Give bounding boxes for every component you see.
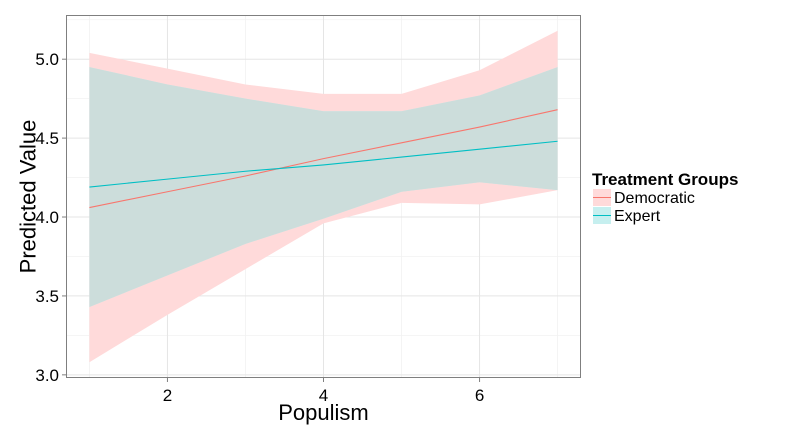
x-tick-label: 4 [319, 386, 328, 405]
y-tick-label: 3.0 [35, 366, 59, 385]
plot-panel [66, 15, 581, 378]
legend-title: Treatment Groups [592, 170, 738, 189]
legend-item-expert: Expert [593, 207, 661, 225]
y-tick-label: 3.5 [35, 287, 59, 306]
legend-label: Democratic [614, 190, 695, 207]
series-lines [89, 109, 558, 209]
line-democratic [89, 109, 558, 209]
legend-item-democratic: Democratic [593, 189, 695, 207]
confidence-ribbons [89, 30, 558, 363]
ribbon-overlap [89, 67, 558, 307]
y-tick-label: 4.5 [35, 129, 59, 148]
line-expert [89, 140, 558, 188]
y-tick-label: 4.0 [35, 208, 59, 227]
legend-label: Expert [614, 208, 661, 225]
y-axis-title: Predicted Value [16, 120, 41, 274]
y-tick-label: 5.0 [35, 50, 59, 69]
panel-border [66, 15, 581, 378]
y-axis-ticks: 3.0 3.5 4.0 4.5 5.0 [35, 50, 66, 385]
x-axis-ticks: 2 4 6 [163, 378, 484, 405]
x-tick-label: 6 [475, 386, 484, 405]
x-tick-label: 2 [163, 386, 172, 405]
x-axis-title: Populism [278, 400, 368, 425]
